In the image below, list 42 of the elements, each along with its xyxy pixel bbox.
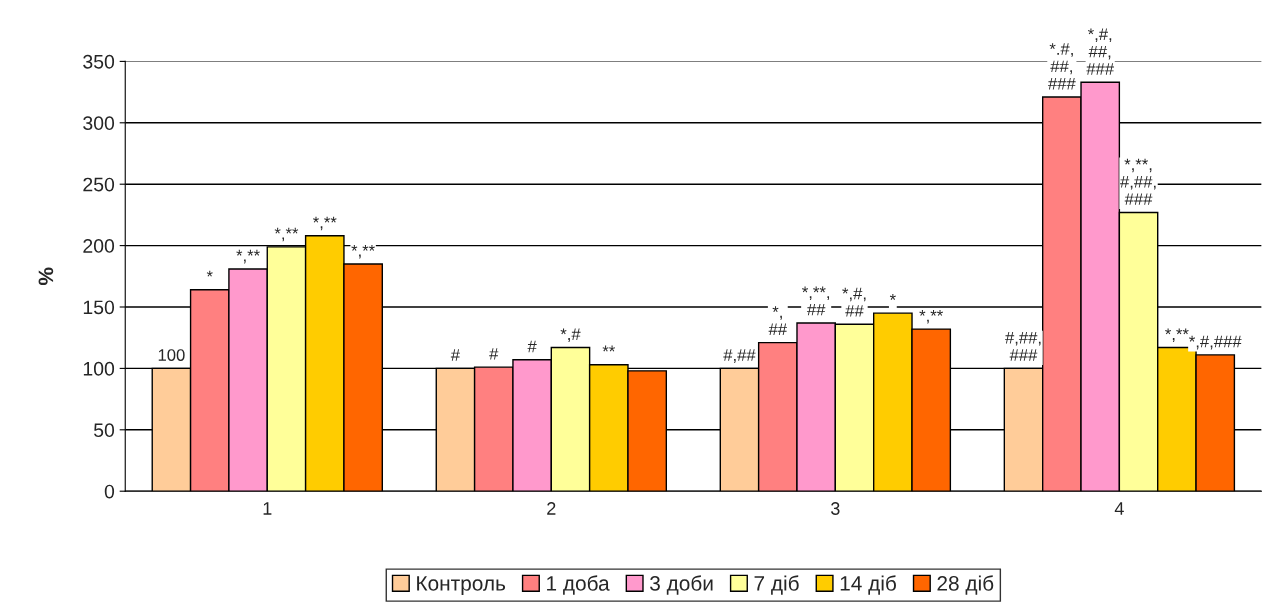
data-label: # [450,349,460,361]
data-label: *,#, ##, ### [1086,28,1115,75]
y-tick-label: 250 [83,177,115,192]
data-label: *.#, ##, ### [1048,43,1076,90]
x-tick-label: 3 [831,502,840,515]
data-label: *,#, ## [842,287,866,317]
data-label: *,** [236,249,260,264]
data-label: *,** [313,216,337,231]
data-label: *,**, #,##, ### [1120,158,1156,205]
legend-label: 14 діб [840,575,896,595]
data-label: # [527,340,537,353]
data-label: *,**, ## [802,286,830,316]
legend-label: 28 діб [937,575,994,595]
y-tick-label: 150 [83,300,115,315]
data-label: * [889,294,896,300]
y-tick-label: 50 [93,423,115,438]
data-label: # [489,348,499,360]
x-tick-label: 2 [547,502,556,515]
y-tick-label: 300 [83,116,115,131]
data-label: 100 [158,349,185,361]
legend-label: 3 доби [650,575,713,595]
data-label: #,## [723,349,756,363]
y-tick-label: 100 [83,361,115,376]
y-axis-title: % [38,267,54,286]
data-label: #,##, ### [1005,332,1041,361]
x-tick-label: 4 [1114,502,1124,515]
x-tick-label: 1 [263,502,272,515]
y-tick-label: 350 [83,54,115,69]
y-tick-label: 0 [104,484,115,499]
legend-label: 1 доба [547,575,610,595]
data-label: *,** [351,244,375,259]
data-label: *,** [1165,328,1189,343]
data-label: *, ## [768,306,787,335]
legend-label: 7 діб [754,575,799,595]
data-label: *,# [560,328,581,343]
data-label: ** [602,345,616,352]
y-tick-label: 200 [83,239,115,253]
data-label: *,** [919,310,943,324]
data-label: * [206,270,213,277]
data-label: *,#,### [1189,335,1242,350]
legend-label: Контроль [417,576,506,595]
data-label: *,** [274,227,299,242]
